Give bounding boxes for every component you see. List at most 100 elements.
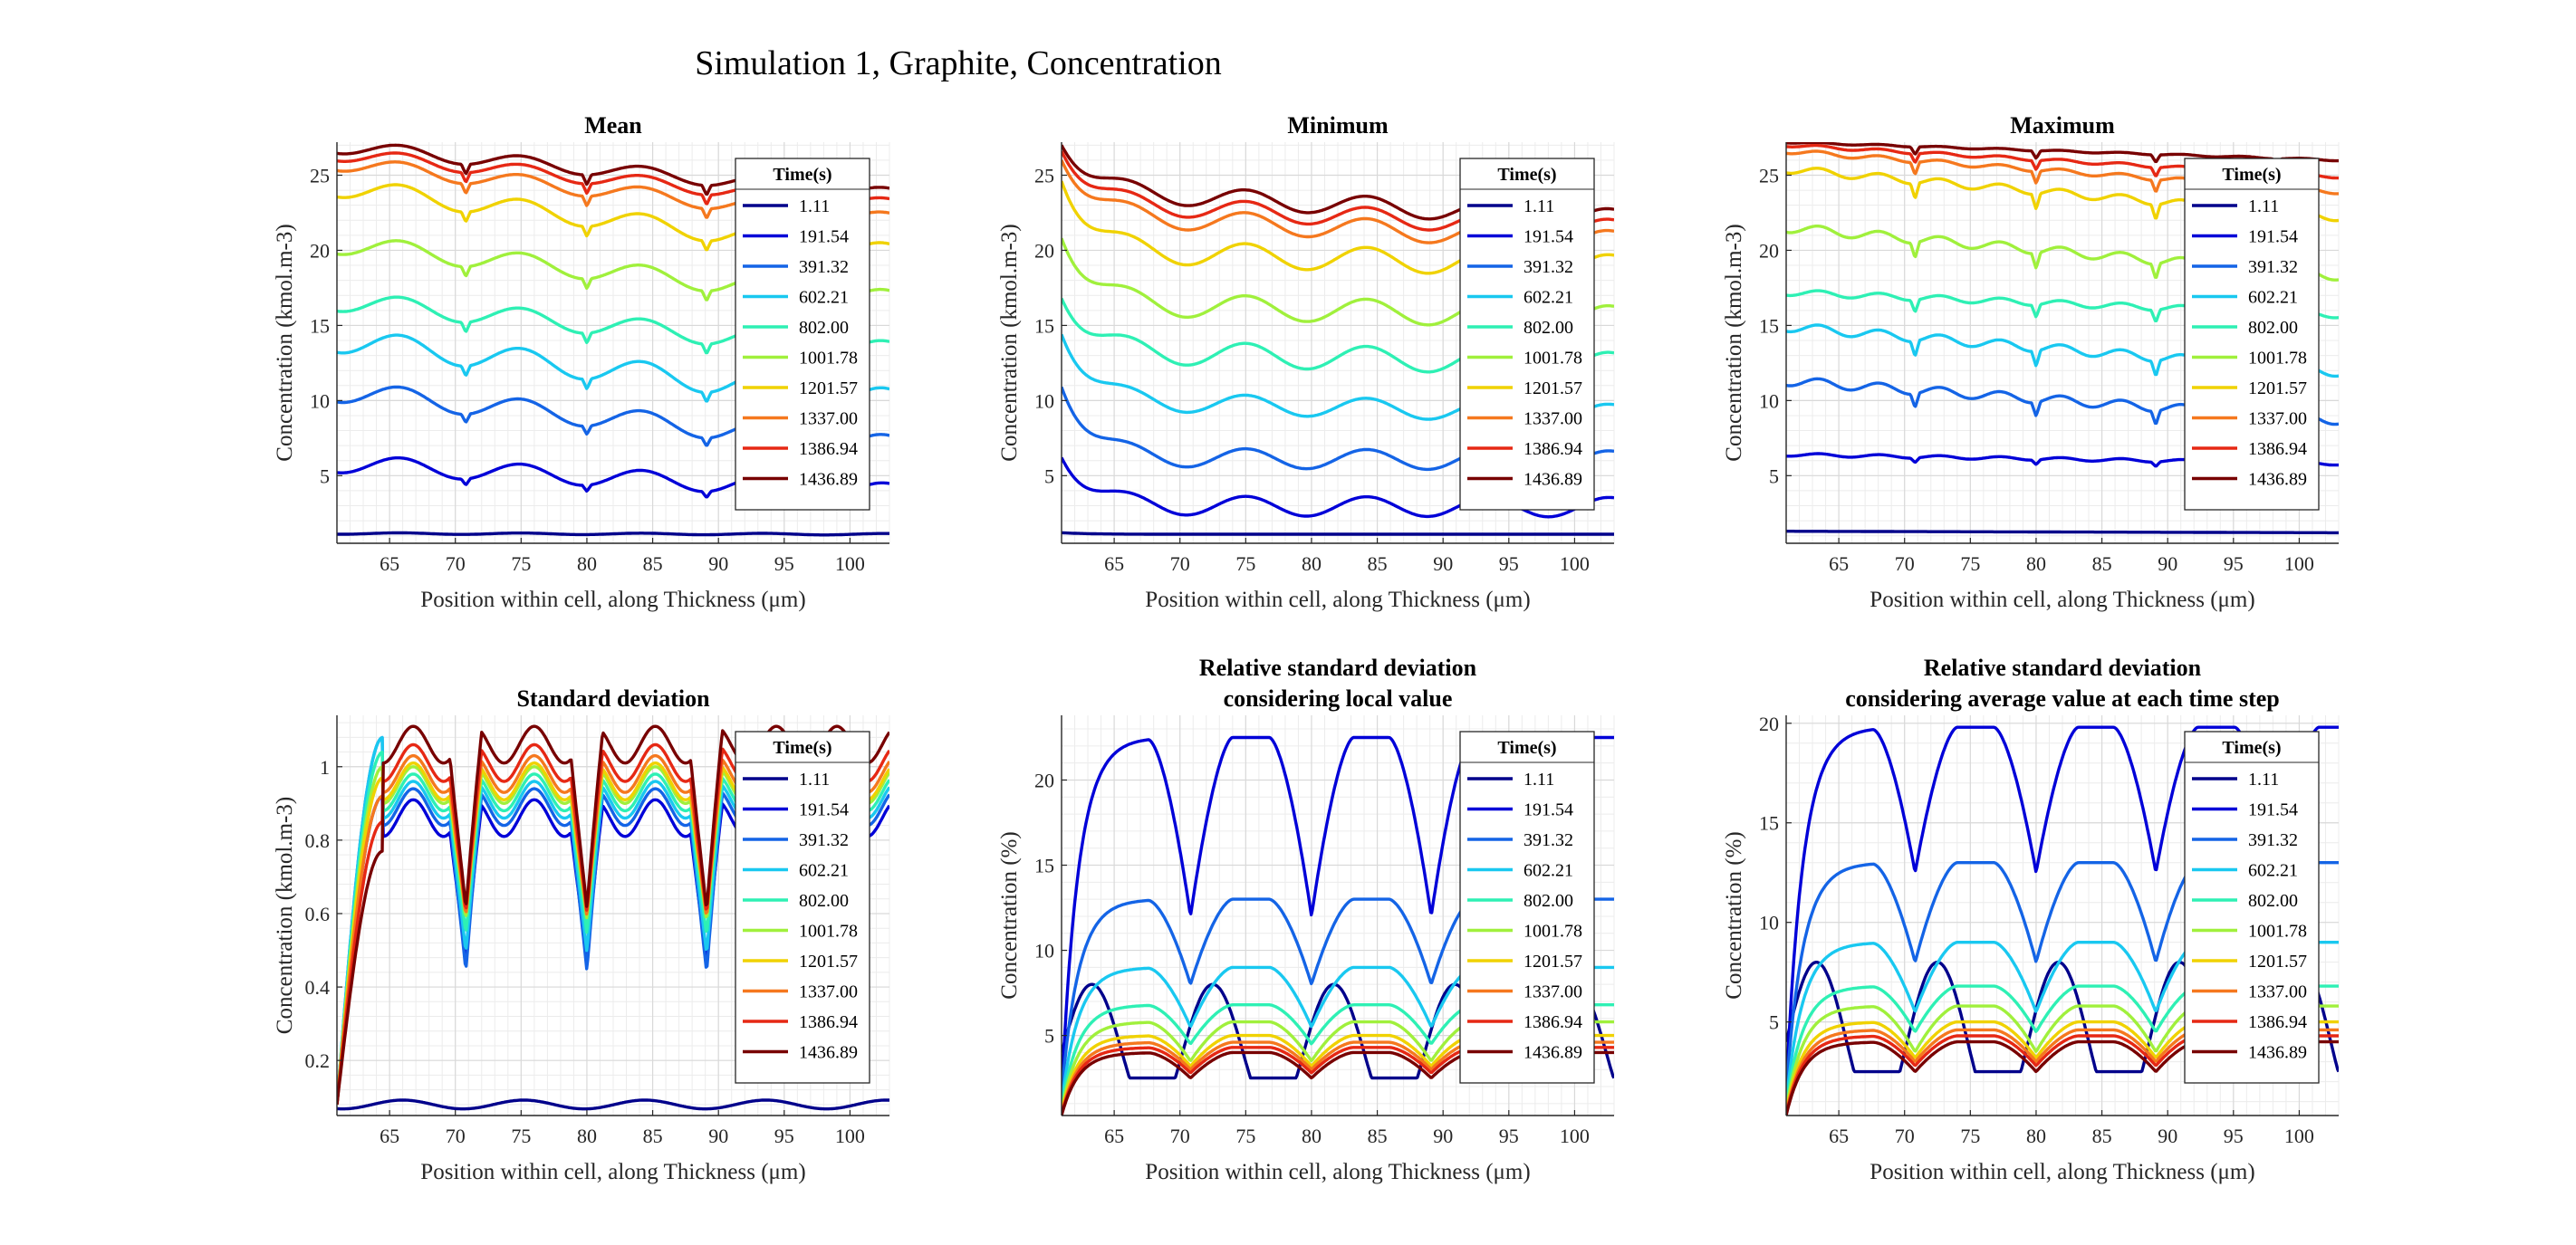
subplot-title: considering local value (1224, 685, 1453, 712)
y-tick-label: 25 (1759, 165, 1779, 187)
legend-entry: 1436.89 (1523, 470, 1582, 490)
y-tick-label: 10 (1034, 940, 1054, 962)
x-axis-label: Position within cell, along Thickness (μ… (420, 1160, 805, 1184)
legend-entry: 191.54 (1523, 227, 1573, 247)
y-tick-label: 20 (1759, 713, 1779, 735)
subplot-5: 65 70 75 80 85 90 95 100 5 10 15 20 Relative standar… (997, 655, 1615, 1184)
x-tick-label: 65 (380, 552, 399, 575)
subplot-title: Minimum (1287, 112, 1389, 139)
y-tick-label: 5 (1769, 464, 1779, 487)
y-tick-label: 5 (1769, 1011, 1779, 1034)
legend-entry: 1337.00 (1523, 982, 1582, 1002)
legend-box (735, 158, 870, 511)
legend-entry: 391.32 (1523, 257, 1573, 277)
x-tick-label: 70 (1895, 1125, 1915, 1147)
y-tick-label: 0.2 (305, 1049, 331, 1072)
x-tick-label: 65 (1829, 552, 1849, 575)
y-tick-label: 15 (1759, 812, 1779, 835)
y-tick-label: 20 (310, 239, 330, 262)
legend-box (2184, 731, 2320, 1084)
y-tick-label: 15 (1034, 855, 1054, 877)
y-axis-label: Concentration (%) (1722, 831, 1746, 999)
legend-title: Time(s) (1497, 738, 1556, 758)
subplot-6: 65 70 75 80 85 90 95 100 5 10 15 20 Relative standar… (1722, 655, 2340, 1184)
y-tick-label: 15 (1759, 314, 1779, 337)
x-tick-label: 70 (446, 552, 466, 575)
y-tick-label: 5 (1044, 464, 1054, 487)
legend-entry: 191.54 (799, 800, 849, 820)
legend: Time(s) 1.11 191.54 391.32 602.21 802.00 1001.… (1459, 158, 1595, 511)
legend-entry: 1201.57 (2248, 378, 2307, 398)
x-tick-label: 95 (2224, 552, 2244, 575)
subplot-4: 65 70 75 80 85 90 95 100 0.2 0.4 0.6 0.8 1 Standard d… (273, 685, 890, 1184)
series-line-1.11 (1062, 531, 1614, 536)
y-tick-label: 10 (1759, 389, 1779, 412)
y-tick-label: 15 (1034, 314, 1054, 337)
legend-entry: 1001.78 (799, 922, 858, 942)
legend-entry: 1386.94 (799, 439, 858, 459)
subplot-title: Maximum (2010, 112, 2115, 139)
x-tick-label: 95 (2224, 1125, 2244, 1147)
series-line-1.11 (337, 531, 889, 537)
subplot-title: Relative standard deviation (1199, 655, 1477, 681)
x-tick-label: 80 (2026, 1125, 2046, 1147)
y-axis-label: Concentration (kmol.m-3) (997, 224, 1022, 461)
y-tick-label: 10 (1034, 389, 1054, 412)
x-tick-label: 80 (1302, 1125, 1322, 1147)
y-tick-label: 20 (1034, 769, 1054, 791)
x-tick-label: 70 (1895, 552, 1915, 575)
x-tick-label: 70 (1170, 1125, 1190, 1147)
legend-title: Time(s) (773, 738, 831, 758)
legend-entry: 1201.57 (1523, 378, 1582, 398)
legend-entry: 391.32 (799, 830, 849, 850)
legend-entry: 1386.94 (2248, 1012, 2307, 1032)
legend-entry: 1386.94 (2248, 439, 2307, 459)
legend-entry: 1337.00 (2248, 982, 2307, 1002)
legend-entry: 191.54 (799, 227, 849, 247)
x-axis-label: Position within cell, along Thickness (μ… (1145, 1160, 1530, 1184)
legend-entry: 602.21 (1523, 288, 1573, 308)
x-tick-label: 90 (2158, 1125, 2177, 1147)
legend-box (1459, 158, 1595, 511)
x-tick-label: 65 (380, 1125, 399, 1147)
x-tick-label: 80 (577, 1125, 597, 1147)
x-tick-label: 65 (1104, 552, 1124, 575)
subplot-grid: 65 70 75 80 85 90 95 100 5 10 15 20 25 Mean Position w… (273, 112, 2340, 1184)
y-tick-label: 25 (1034, 165, 1054, 187)
legend-entry: 1201.57 (2248, 952, 2307, 972)
legend-entry: 802.00 (2248, 891, 2298, 911)
x-tick-label: 100 (835, 1125, 865, 1147)
legend-entry: 1.11 (799, 770, 830, 790)
y-axis-label: Concentration (kmol.m-3) (273, 797, 297, 1034)
x-tick-label: 90 (1433, 552, 1453, 575)
legend-entry: 391.32 (2248, 257, 2298, 277)
subplot-title: Mean (584, 112, 642, 139)
x-tick-label: 80 (2026, 552, 2046, 575)
x-tick-label: 100 (1560, 552, 1590, 575)
subplot-3: 65 70 75 80 85 90 95 100 5 10 15 20 25 Maximum Positio… (1722, 112, 2340, 612)
y-tick-label: 15 (310, 314, 330, 337)
legend-entry: 1.11 (799, 196, 830, 216)
y-tick-label: 0.6 (305, 903, 331, 925)
legend-box (2184, 158, 2320, 511)
y-tick-label: 20 (1759, 239, 1779, 262)
x-axis-label: Position within cell, along Thickness (μ… (1145, 588, 1530, 612)
legend-entry: 602.21 (1523, 861, 1573, 881)
y-axis-label: Concentration (kmol.m-3) (1722, 224, 1746, 461)
x-tick-label: 85 (2092, 552, 2112, 575)
legend-entry: 1337.00 (799, 982, 858, 1002)
x-tick-label: 80 (1302, 552, 1322, 575)
legend-entry: 802.00 (799, 318, 849, 338)
legend-box (1459, 731, 1595, 1084)
y-tick-label: 10 (1759, 912, 1779, 934)
legend-entry: 1001.78 (2248, 922, 2307, 942)
legend-entry: 1.11 (2248, 770, 2279, 790)
x-tick-label: 95 (1499, 1125, 1519, 1147)
legend: Time(s) 1.11 191.54 391.32 602.21 802.00 1001.… (1459, 731, 1595, 1084)
legend-title: Time(s) (773, 165, 831, 185)
x-tick-label: 75 (1235, 1125, 1255, 1147)
legend-entry: 191.54 (2248, 800, 2298, 820)
x-tick-label: 85 (1368, 552, 1388, 575)
legend: Time(s) 1.11 191.54 391.32 602.21 802.00 1001.… (2184, 731, 2320, 1084)
